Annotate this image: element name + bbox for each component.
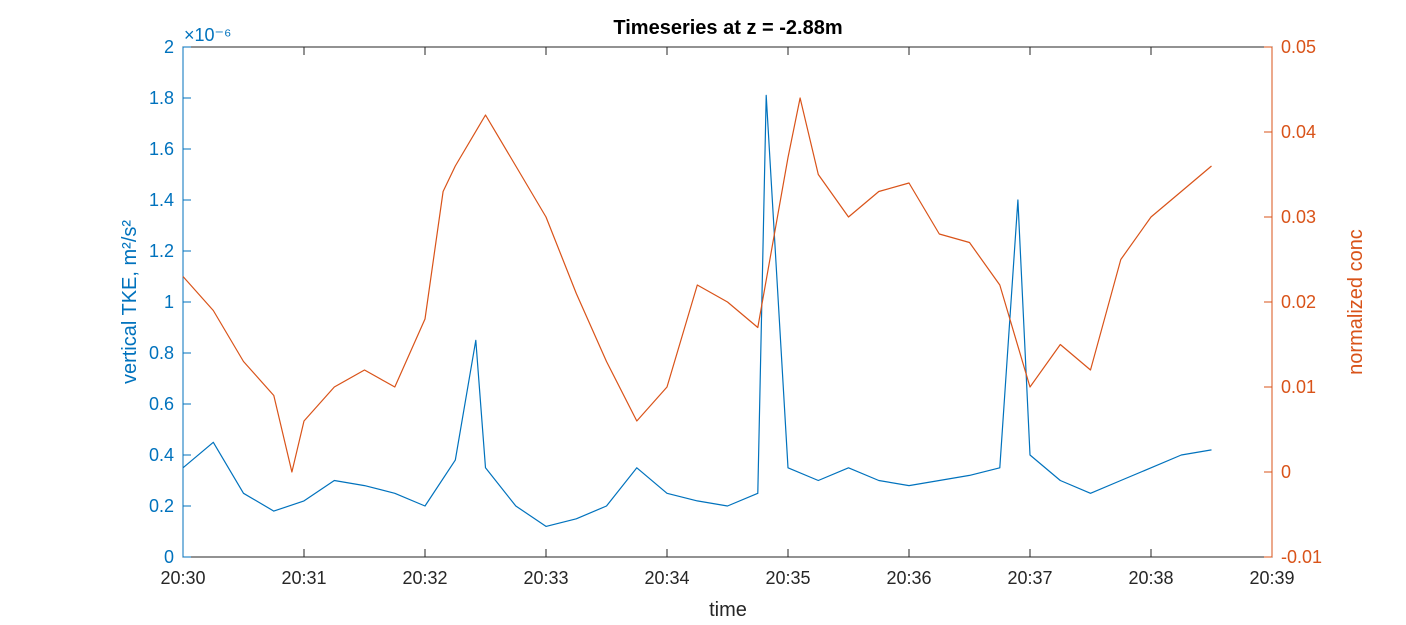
left-axis-multiplier: ×10⁻⁶ (184, 25, 231, 45)
x-tick-label: 20:33 (523, 568, 568, 588)
left-y-tick-label: 0.4 (149, 445, 174, 465)
right-y-axis-label: normalized conc (1345, 229, 1367, 375)
x-tick-label: 20:32 (402, 568, 447, 588)
left-y-tick-label: 1.8 (149, 88, 174, 108)
left-y-tick-label: 0.2 (149, 496, 174, 516)
x-tick-label: 20:35 (765, 568, 810, 588)
left-y-tick-label: 0 (164, 547, 174, 567)
x-tick-label: 20:37 (1007, 568, 1052, 588)
left-y-tick-label: 1.2 (149, 241, 174, 261)
x-tick-label: 20:30 (160, 568, 205, 588)
left-y-tick-label: 0.6 (149, 394, 174, 414)
left-y-tick-label: 2 (164, 37, 174, 57)
right-y-tick-label: 0.02 (1281, 292, 1316, 312)
right-y-tick-label: -0.01 (1281, 547, 1322, 567)
tke-series-line (182, 94, 1212, 528)
x-tick-label: 20:31 (281, 568, 326, 588)
left-y-tick-label: 1.4 (149, 190, 174, 210)
x-tick-label: 20:36 (886, 568, 931, 588)
right-y-tick-label: 0.04 (1281, 122, 1316, 142)
chart-title: Timeseries at z = -2.88m (613, 17, 842, 39)
right-y-tick-label: 0.03 (1281, 207, 1316, 227)
left-y-tick-label: 0.8 (149, 343, 174, 363)
right-y-tick-label: 0.05 (1281, 37, 1316, 57)
right-y-tick-label: 0 (1281, 462, 1291, 482)
plot-area: 20:30 20:31 20:32 20:33 20:34 20:35 20:36 20:37… (149, 37, 1322, 588)
left-y-axis-label: vertical TKE, m²/s² (119, 220, 141, 384)
conc-series-line (182, 97, 1212, 473)
x-tick-label: 20:34 (644, 568, 689, 588)
x-axis-label: time (709, 599, 747, 621)
left-y-tick-label: 1 (164, 292, 174, 312)
right-y-tick-label: 0.01 (1281, 377, 1316, 397)
x-tick-label: 20:39 (1249, 568, 1294, 588)
left-y-tick-label: 1.6 (149, 139, 174, 159)
x-tick-label: 20:38 (1128, 568, 1173, 588)
